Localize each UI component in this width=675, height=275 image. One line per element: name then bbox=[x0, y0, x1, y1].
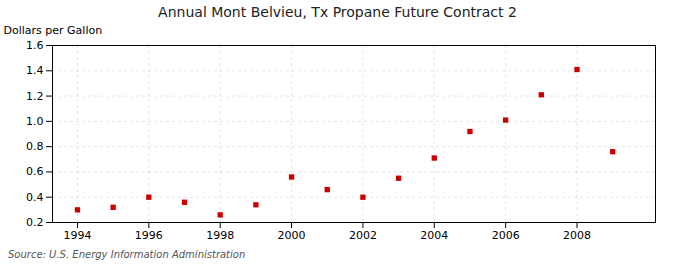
svg-text:2006: 2006 bbox=[492, 229, 520, 242]
svg-text:1998: 1998 bbox=[206, 229, 234, 242]
svg-text:1.6: 1.6 bbox=[26, 39, 44, 52]
svg-text:0.2: 0.2 bbox=[26, 216, 44, 229]
svg-text:1994: 1994 bbox=[63, 229, 91, 242]
svg-text:0.6: 0.6 bbox=[26, 165, 44, 178]
svg-text:1.0: 1.0 bbox=[26, 115, 44, 128]
svg-text:Dollars per Gallon: Dollars per Gallon bbox=[4, 24, 103, 37]
html-text:Source: U.S. Energy Informatio: Source: U.S. Energy Information Administ… bbox=[8, 249, 246, 260]
svg-text:2002: 2002 bbox=[349, 229, 377, 242]
svg-text:0.4: 0.4 bbox=[26, 191, 44, 204]
svg-text:1.2: 1.2 bbox=[26, 90, 44, 103]
svg-text:2008: 2008 bbox=[563, 229, 591, 242]
svg-text:1996: 1996 bbox=[135, 229, 163, 242]
svg-text:2004: 2004 bbox=[420, 229, 448, 242]
svg-text:0.8: 0.8 bbox=[26, 140, 44, 153]
svg-text:2000: 2000 bbox=[278, 229, 306, 242]
html-text:Annual Mont Belvieu, Tx Propan: Annual Mont Belvieu, Tx Propane Future C… bbox=[158, 4, 517, 20]
svg-text:1.4: 1.4 bbox=[26, 64, 44, 77]
